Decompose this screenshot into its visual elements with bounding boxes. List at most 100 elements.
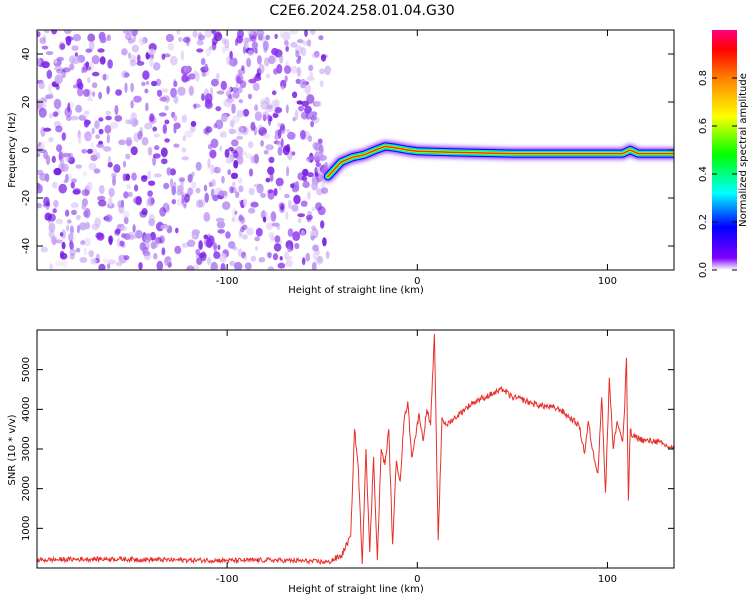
noise-speck xyxy=(41,45,49,50)
noise-speck xyxy=(317,138,323,144)
colorbar-tick-label: 0.6 xyxy=(698,118,709,134)
noise-speck xyxy=(268,231,275,239)
noise-speck xyxy=(48,230,55,239)
noise-speck xyxy=(93,168,101,174)
noise-speck xyxy=(282,31,291,41)
noise-speck xyxy=(220,80,227,91)
noise-speck xyxy=(95,134,100,139)
noise-speck xyxy=(277,128,282,139)
noise-speck xyxy=(52,111,59,117)
noise-speck xyxy=(51,155,56,163)
noise-speck xyxy=(260,192,266,199)
noise-speck xyxy=(272,112,279,119)
noise-speck xyxy=(118,139,126,146)
noise-speck xyxy=(235,82,239,88)
noise-speck xyxy=(164,138,170,143)
noise-speck xyxy=(55,239,63,244)
noise-speck xyxy=(148,115,157,125)
noise-speck xyxy=(243,40,249,50)
noise-speck xyxy=(237,86,243,94)
noise-speck xyxy=(55,125,63,133)
noise-speck xyxy=(246,227,254,236)
noise-speck xyxy=(273,243,282,252)
noise-speck xyxy=(81,189,90,197)
noise-speck xyxy=(142,250,151,257)
noise-speck xyxy=(248,187,255,196)
noise-speck xyxy=(40,246,48,253)
noise-speck xyxy=(48,222,56,233)
noise-speck xyxy=(216,73,220,81)
colorbar: 0.0 0.2 0.4 0.6 0.8 Normalized spectral ampl… xyxy=(698,30,749,278)
noise-speck xyxy=(237,177,243,184)
spectrogram-ytick-label: 20 xyxy=(21,96,32,109)
noise-speck xyxy=(167,42,175,51)
noise-speck xyxy=(173,95,179,104)
noise-speck xyxy=(188,85,194,96)
noise-speck xyxy=(45,30,50,35)
noise-speck xyxy=(147,190,153,197)
noise-speck xyxy=(138,37,146,46)
spectrogram-xtick-label: -100 xyxy=(216,276,239,287)
noise-speck xyxy=(307,135,313,142)
noise-speck xyxy=(258,257,266,263)
noise-speck xyxy=(170,87,177,98)
noise-speck xyxy=(238,229,243,238)
snr-panel: -100 0 100 1000 2000 3000 4000 5000 Height of s… xyxy=(7,329,675,595)
noise-speck xyxy=(284,251,290,261)
noise-speck xyxy=(173,80,178,88)
noise-speck xyxy=(66,224,70,232)
noise-speck xyxy=(319,80,324,88)
noise-speck xyxy=(53,59,58,64)
noise-speck xyxy=(305,252,311,262)
noise-speck xyxy=(140,175,148,182)
noise-speck xyxy=(41,61,50,69)
noise-speck xyxy=(71,45,79,51)
noise-speck xyxy=(262,216,267,223)
noise-speck xyxy=(267,166,275,175)
noise-speck xyxy=(191,181,197,189)
snr-xtick-label: -100 xyxy=(216,574,239,585)
noise-speck xyxy=(287,228,294,237)
noise-speck xyxy=(325,250,330,259)
noise-speck xyxy=(304,105,312,114)
noise-speck xyxy=(61,260,68,268)
noise-speck xyxy=(292,117,296,122)
noise-speck xyxy=(123,216,129,225)
noise-speck xyxy=(302,180,310,189)
noise-speck xyxy=(284,193,290,199)
noise-speck xyxy=(224,148,230,158)
noise-speck xyxy=(255,30,265,37)
noise-speck xyxy=(155,237,163,244)
noise-speck xyxy=(279,256,283,261)
noise-speck xyxy=(219,145,223,152)
noise-speck xyxy=(87,33,96,42)
noise-speck xyxy=(197,31,203,43)
noise-speck xyxy=(230,149,237,154)
noise-speck xyxy=(203,212,211,222)
noise-speck xyxy=(91,55,100,65)
snr-xtick-label: 0 xyxy=(414,574,420,585)
noise-speck xyxy=(39,37,46,44)
noise-speck xyxy=(161,88,169,93)
noise-speck xyxy=(38,107,47,118)
noise-speck xyxy=(210,138,219,149)
noise-speck xyxy=(71,178,78,183)
noise-speck xyxy=(216,221,226,229)
noise-speck xyxy=(277,122,282,127)
noise-speck xyxy=(208,45,217,51)
noise-speck xyxy=(53,167,62,176)
noise-speck xyxy=(141,81,146,87)
noise-speck xyxy=(250,201,259,208)
snr-plot-area xyxy=(37,330,674,568)
noise-speck xyxy=(127,191,133,198)
spectrogram-ytick-label: -40 xyxy=(21,238,32,254)
noise-speck xyxy=(236,135,244,140)
noise-speck xyxy=(304,84,312,95)
noise-speck xyxy=(138,262,143,270)
noise-speck xyxy=(58,183,67,194)
noise-speck xyxy=(276,64,283,74)
noise-speck xyxy=(263,150,269,155)
noise-speck xyxy=(267,266,274,270)
noise-speck xyxy=(115,89,122,96)
noise-speck xyxy=(135,195,142,206)
